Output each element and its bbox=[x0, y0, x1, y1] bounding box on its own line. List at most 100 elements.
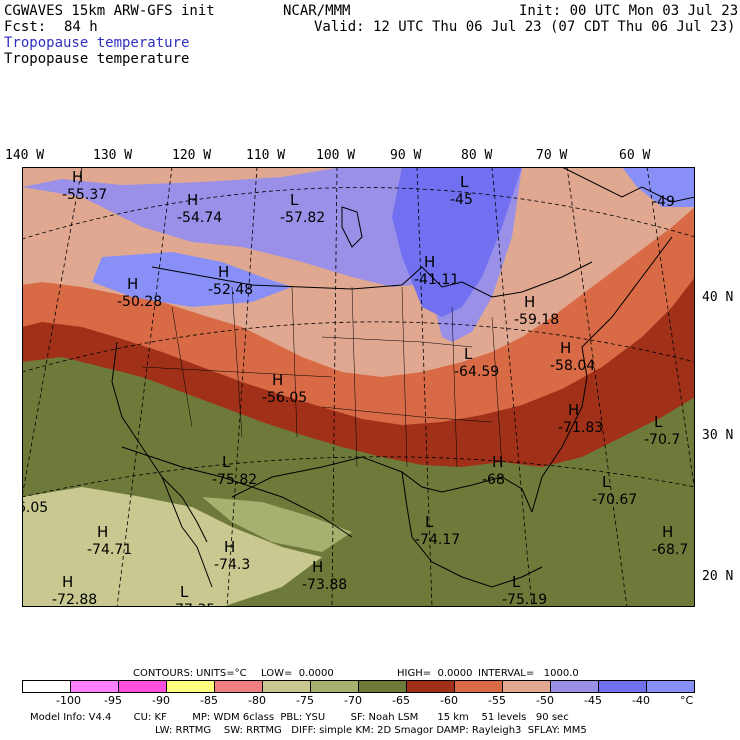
high-marker: H bbox=[662, 523, 673, 541]
low-marker: L bbox=[512, 573, 521, 591]
valid-time: Valid: 12 UTC Thu 06 Jul 23 (07 CDT Thu … bbox=[314, 19, 736, 35]
fcst-value: 84 h bbox=[64, 19, 98, 35]
band-khaki-west bbox=[22, 487, 322, 607]
high-label: HIGH= 0.0000 bbox=[397, 668, 473, 679]
field-title-blue: Tropopause temperature bbox=[4, 35, 190, 51]
map-value-label: -50.28 bbox=[117, 294, 162, 310]
colorbar-tick-label: -80 bbox=[248, 694, 266, 707]
state-borders bbox=[141, 286, 503, 468]
colorbar-tick-label: °C bbox=[680, 694, 694, 707]
low-marker: L bbox=[290, 191, 299, 209]
map-value-label: -74.17 bbox=[415, 532, 460, 548]
colorbar-swatch bbox=[358, 680, 407, 693]
map-value-label: -41.11 bbox=[414, 272, 459, 288]
map-value-label: -74.71 bbox=[87, 542, 132, 558]
model-info-line2: LW: RRTMG SW: RRTMG DIFF: simple KM: 2D … bbox=[155, 725, 587, 736]
units-label: UNITS=°C bbox=[196, 668, 247, 679]
map-value-label: -75.82 bbox=[212, 472, 257, 488]
map-value-label: -58.04 bbox=[550, 358, 595, 374]
colorbar-swatch bbox=[166, 680, 215, 693]
low-label: LOW= 0.0000 bbox=[261, 668, 334, 679]
colorbar-tick-label: -95 bbox=[104, 694, 122, 707]
lon-label: 70 W bbox=[536, 148, 568, 163]
model-title: CGWAVES 15km ARW-GFS init bbox=[4, 3, 215, 19]
colorbar-tick-label: -40 bbox=[632, 694, 650, 707]
colorbar-tick-label: -85 bbox=[200, 694, 218, 707]
low-marker: L bbox=[425, 513, 434, 531]
graticule bbox=[22, 167, 695, 607]
tropopause-temperature-map: H-55.37 H-54.74L-57.82L-45 -49H-50.28H-52.… bbox=[22, 167, 695, 607]
high-marker: H bbox=[492, 453, 503, 471]
field-title-black: Tropopause temperature bbox=[4, 51, 190, 67]
map-value-label: -70.7 bbox=[644, 432, 680, 448]
map-value-label: -45 bbox=[450, 192, 473, 208]
init-time: Init: 00 UTC Mon 03 Jul 23 bbox=[519, 3, 739, 19]
map-value-label: -70.67 bbox=[592, 492, 637, 508]
low-marker: L bbox=[464, 345, 473, 363]
lat-label: 30 N bbox=[702, 428, 734, 443]
high-marker: H bbox=[224, 538, 235, 556]
model-info-line1: Model Info: V4.4 CU: KF MP: WDM 6class P… bbox=[30, 712, 569, 723]
map-value-label: -49 bbox=[652, 194, 675, 210]
map-value-label: -73.88 bbox=[302, 577, 347, 593]
colorbar-tick-label: -60 bbox=[440, 694, 458, 707]
colorbar-swatch bbox=[70, 680, 119, 693]
coastlines bbox=[111, 167, 695, 588]
colorbar-tick-label: -50 bbox=[536, 694, 554, 707]
low-marker: L bbox=[460, 173, 469, 191]
map-value-label: -74.3 bbox=[214, 557, 250, 573]
band-blue-central bbox=[392, 167, 522, 317]
map-value-label: -54.74 bbox=[177, 210, 222, 226]
map-value-label: -59.18 bbox=[514, 312, 559, 328]
map-value-label: -55.37 bbox=[62, 187, 107, 203]
fcst-label: Fcst: bbox=[4, 19, 47, 35]
lon-label: 120 W bbox=[172, 148, 212, 163]
colorbar-swatch bbox=[262, 680, 311, 693]
interval-label: INTERVAL= 1000.0 bbox=[478, 668, 579, 679]
lat-label: 20 N bbox=[702, 569, 734, 584]
map-value-label: -72.88 bbox=[52, 592, 97, 607]
colorbar-swatch bbox=[598, 680, 647, 693]
colorbar-tick-label: -75 bbox=[296, 694, 314, 707]
map-value-label: -56.05 bbox=[262, 390, 307, 406]
colorbar-swatch bbox=[502, 680, 551, 693]
colorbar-swatch bbox=[22, 680, 71, 693]
colorbar-tick-label: -45 bbox=[584, 694, 602, 707]
low-marker: L bbox=[222, 453, 231, 471]
high-marker: H bbox=[524, 293, 535, 311]
band-sage bbox=[202, 497, 352, 552]
high-marker: H bbox=[560, 339, 571, 357]
lat-label: 40 N bbox=[702, 290, 734, 305]
band-blue-northeast bbox=[622, 167, 695, 207]
contours-label: CONTOURS: bbox=[133, 668, 194, 679]
colorbar-swatch bbox=[214, 680, 263, 693]
lon-label: 100 W bbox=[316, 148, 356, 163]
band-salmon-top bbox=[22, 167, 342, 187]
map-value-label: -52.48 bbox=[208, 282, 253, 298]
map-value-label: -77.35 bbox=[170, 602, 215, 607]
high-marker: H bbox=[312, 558, 323, 576]
map-value-label: -64.59 bbox=[454, 364, 499, 380]
lon-label: 80 W bbox=[461, 148, 493, 163]
high-marker: H bbox=[568, 401, 579, 419]
high-marker: H bbox=[272, 371, 283, 389]
map-frame bbox=[22, 167, 695, 607]
high-marker: H bbox=[424, 253, 435, 271]
colorbar-tick-label: -90 bbox=[152, 694, 170, 707]
map-value-label: -68.7 bbox=[652, 542, 688, 558]
colorbar-tick-label: -100 bbox=[56, 694, 81, 707]
colorbar-swatch bbox=[550, 680, 599, 693]
high-marker: H bbox=[97, 523, 108, 541]
lon-label: 60 W bbox=[619, 148, 651, 163]
low-marker: L bbox=[180, 583, 189, 601]
high-marker: H bbox=[127, 275, 138, 293]
map-value-label: -68 bbox=[482, 472, 505, 488]
map-value-label: -57.82 bbox=[280, 210, 325, 226]
band-blue-west bbox=[92, 252, 292, 307]
lon-label: 110 W bbox=[246, 148, 286, 163]
map-value-label: -75.19 bbox=[502, 592, 547, 607]
high-marker: H bbox=[187, 191, 198, 209]
map-value-label: 6.05 bbox=[22, 500, 48, 516]
colorbar-swatch bbox=[310, 680, 359, 693]
colorbar-tick-label: -70 bbox=[344, 694, 362, 707]
